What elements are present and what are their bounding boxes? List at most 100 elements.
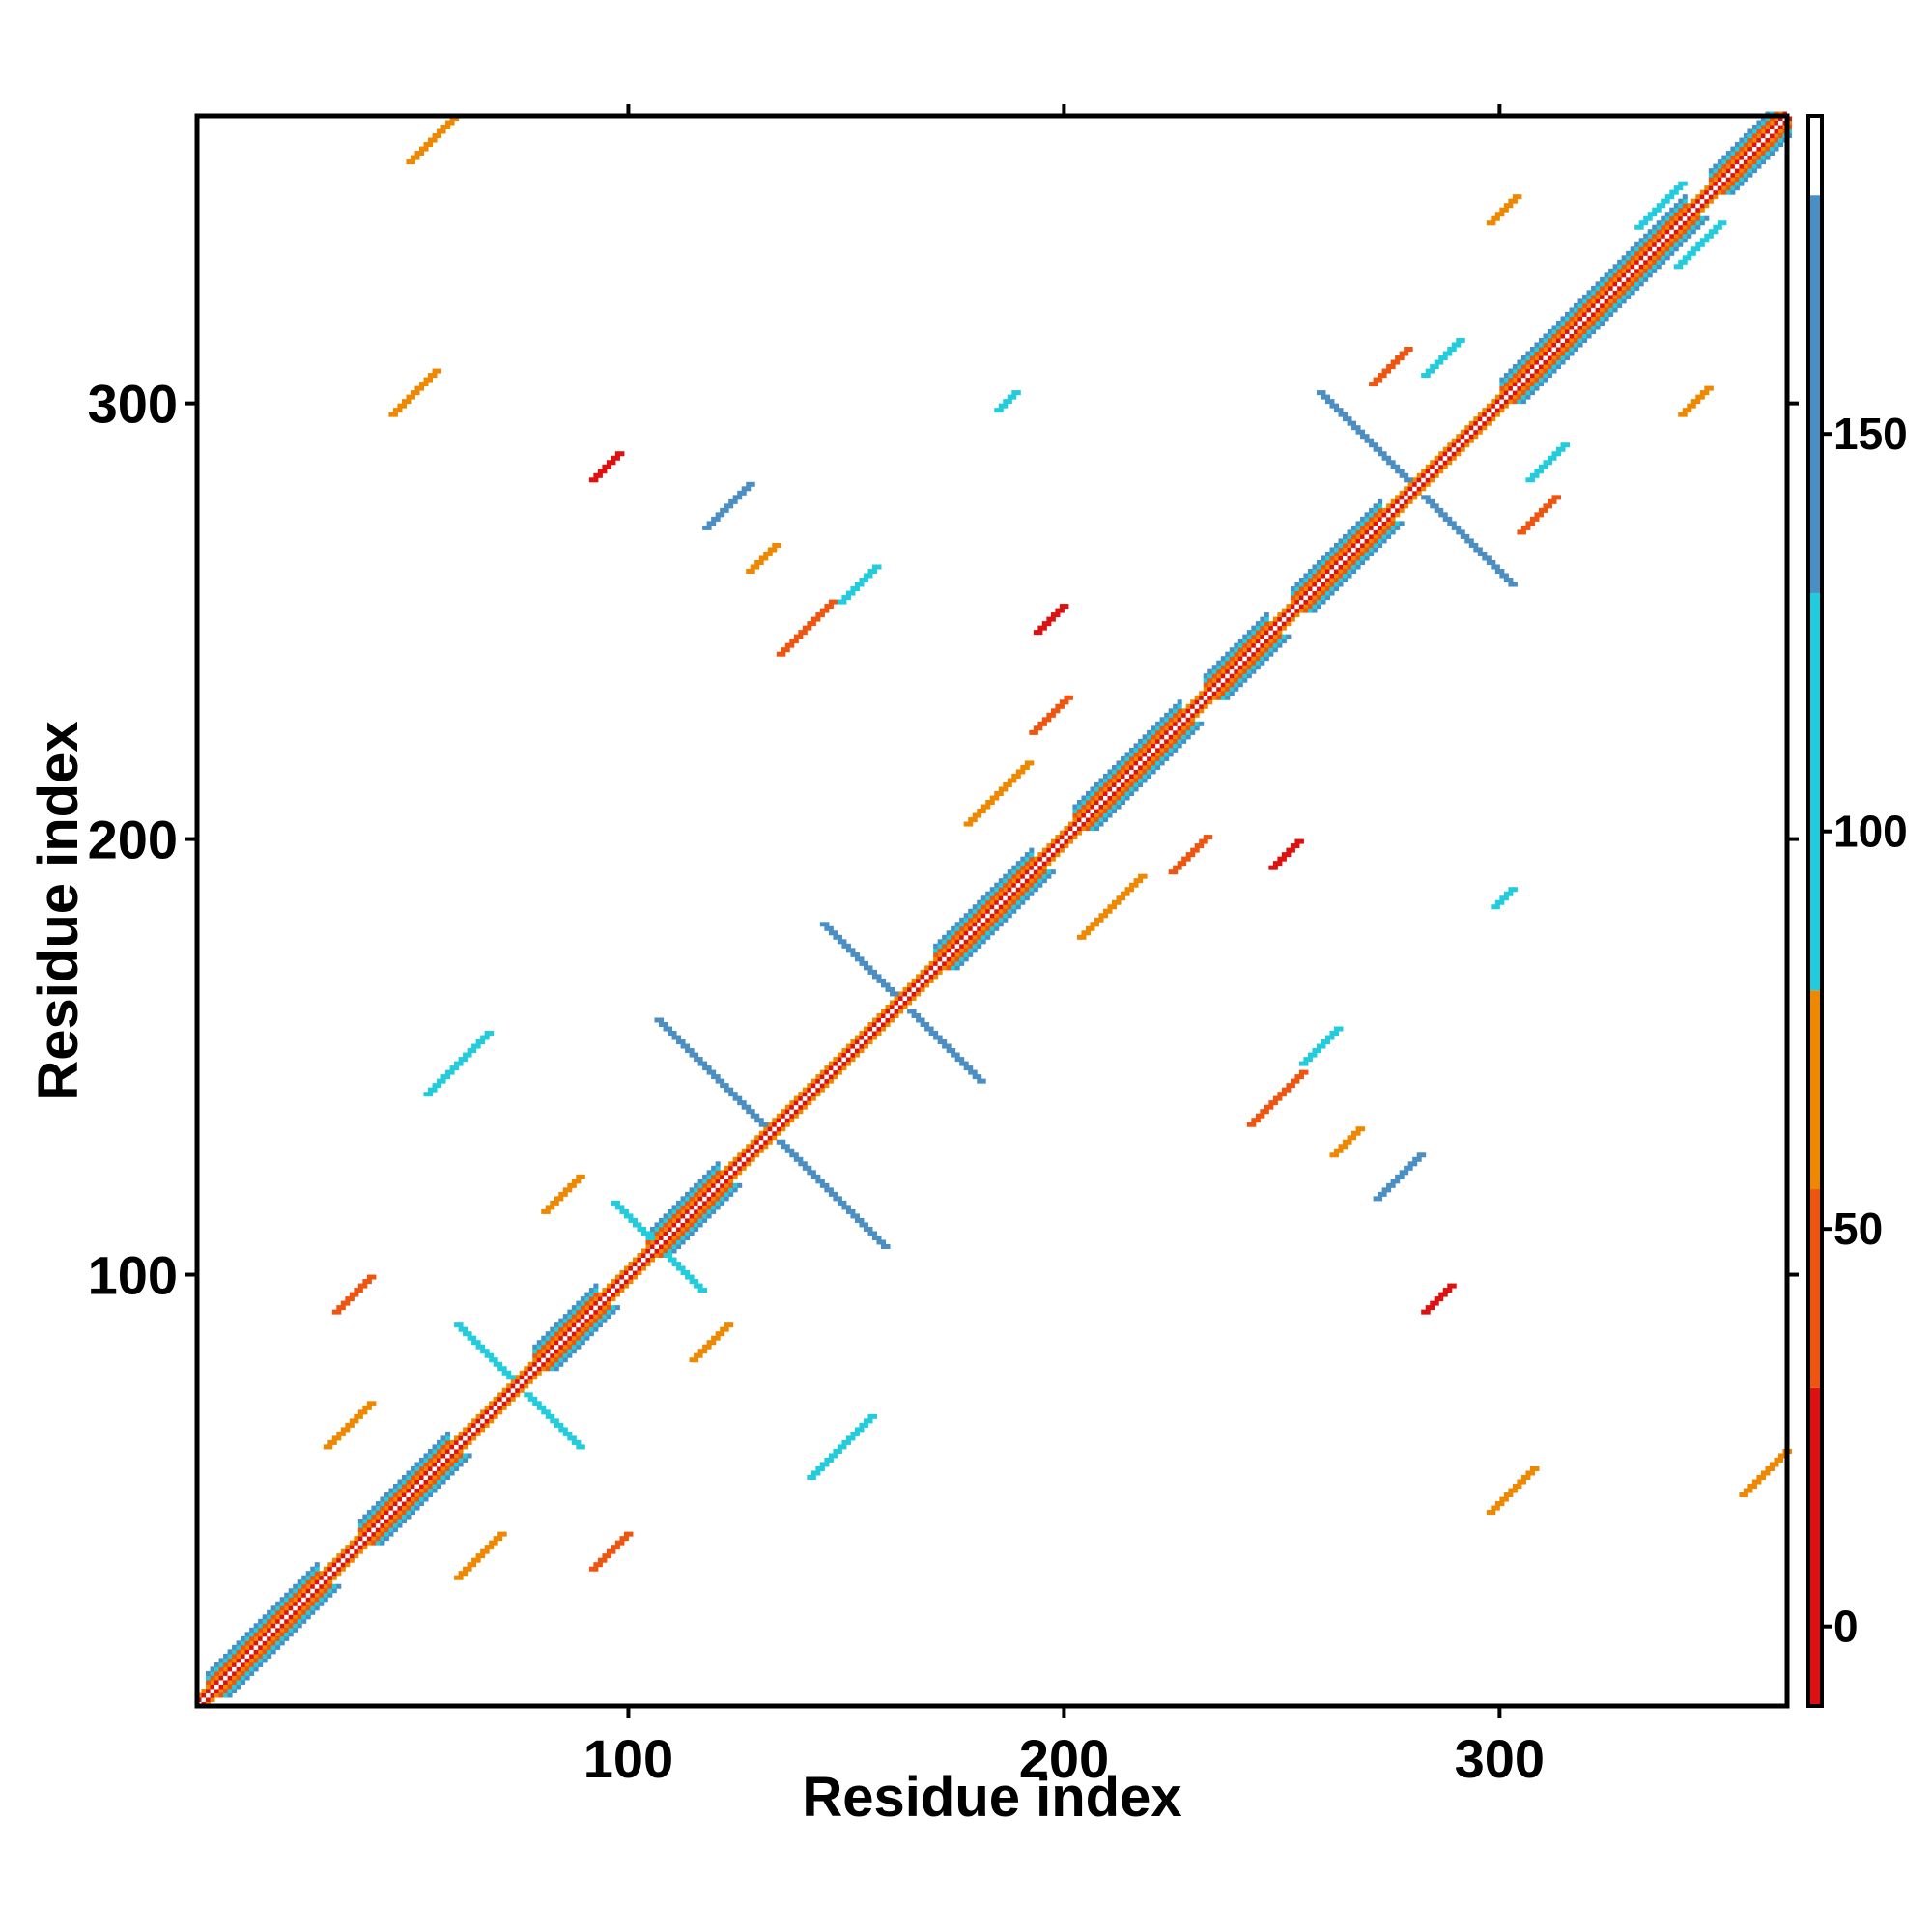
diagonal-cell — [1360, 533, 1366, 539]
contact-cell — [440, 1074, 446, 1080]
contact-cell — [1425, 373, 1431, 379]
diagonal-cell — [1381, 525, 1387, 530]
helix-cell — [1121, 795, 1126, 801]
contact-cell — [1494, 1505, 1500, 1511]
helix-cell — [571, 1349, 577, 1354]
diagonal-cell — [1777, 116, 1783, 122]
diagonal-cell — [1717, 185, 1722, 191]
helix-cell — [1116, 804, 1122, 810]
sheet-cell — [1503, 578, 1509, 583]
diagonal-cell — [480, 1418, 486, 1424]
helix-cell — [1574, 302, 1579, 308]
contact-cell — [711, 516, 717, 522]
diagonal-cell — [871, 1026, 877, 1032]
helix-cell — [977, 943, 982, 949]
diagonal-cell — [232, 1670, 238, 1676]
helix-cell — [1538, 342, 1544, 348]
diagonal-cell — [1312, 582, 1318, 587]
helix-cell — [1687, 229, 1692, 235]
diagonal-cell — [1098, 800, 1104, 806]
diagonal-cell — [1769, 133, 1775, 139]
diagonal-cell — [1447, 446, 1453, 452]
helix-cell — [1041, 869, 1047, 875]
diagonal-cell — [1582, 311, 1588, 317]
sheet-cell — [828, 1191, 834, 1197]
diagonal-cell — [244, 1662, 250, 1667]
contact-cell — [345, 1427, 351, 1433]
diagonal-cell — [1208, 686, 1213, 692]
sheet-cell — [527, 1396, 533, 1402]
diagonal-cell — [1617, 290, 1623, 296]
helix-cell — [1112, 773, 1118, 779]
helix-cell — [1151, 764, 1156, 770]
contact-cell — [1085, 930, 1091, 936]
helix-cell — [1116, 764, 1122, 770]
helix-cell — [1133, 786, 1139, 792]
contact-cell — [802, 625, 808, 631]
diagonal-cell — [676, 1217, 682, 1223]
helix-cell — [401, 1474, 407, 1481]
sheet-cell — [784, 1148, 790, 1153]
helix-cell — [388, 1492, 394, 1498]
sheet-cell — [663, 1253, 668, 1259]
sheet-cell — [793, 1156, 799, 1162]
contact-cell — [1534, 469, 1540, 474]
helix-cell — [1298, 582, 1304, 587]
diagonal-cell — [876, 1012, 882, 1018]
sheet-cell — [645, 1235, 651, 1240]
helix-cell — [267, 1614, 272, 1620]
diagonal-cell — [323, 1579, 328, 1585]
contact-cell — [449, 116, 455, 122]
sheet-cell — [885, 1243, 891, 1249]
sheet-cell — [706, 1069, 712, 1075]
diagonal-cell — [876, 1021, 882, 1028]
diagonal-cell — [933, 974, 939, 980]
helix-cell — [584, 1331, 590, 1337]
contact-cell — [1399, 355, 1405, 361]
diagonal-cell — [810, 1078, 816, 1084]
helix-cell — [1682, 198, 1688, 204]
helix-cell — [1595, 320, 1601, 326]
helix-cell — [1517, 399, 1522, 405]
diagonal-cell — [463, 1439, 469, 1445]
helix-cell — [362, 1522, 368, 1528]
helix-cell — [1574, 307, 1579, 313]
diagonal-cell — [375, 1531, 381, 1537]
helix-cell — [297, 1579, 302, 1585]
diagonal-cell — [1081, 817, 1087, 823]
helix-cell — [1730, 181, 1736, 186]
diagonal-cell — [354, 1548, 359, 1554]
contact-cell — [437, 133, 442, 139]
helix-cell — [998, 887, 1004, 893]
diagonal-cell — [959, 934, 965, 940]
diagonal-cell — [588, 1318, 594, 1323]
helix-cell — [1307, 568, 1313, 575]
diagonal-cell — [1007, 882, 1012, 888]
sheet-cell — [841, 943, 847, 949]
helix-cell — [593, 1326, 599, 1332]
diagonal-cell — [1147, 752, 1152, 757]
diagonal-cell — [968, 925, 974, 931]
contact-cell — [1547, 503, 1552, 509]
diagonal-cell — [1321, 586, 1326, 592]
contact-cell — [845, 590, 851, 596]
contact-cell — [828, 599, 834, 605]
diagonal-cell — [1555, 337, 1562, 343]
diagonal-cell — [1220, 668, 1226, 674]
diagonal-cell — [623, 1270, 629, 1276]
contact-cell — [1307, 1052, 1313, 1058]
diagonal-cell — [310, 1592, 316, 1598]
helix-cell — [418, 1457, 424, 1463]
diagonal-cell — [1460, 434, 1465, 440]
helix-cell — [1769, 116, 1775, 122]
diagonal-cell — [1050, 852, 1056, 858]
diagonal-cell — [1743, 163, 1748, 169]
contact-cell — [1290, 1078, 1295, 1084]
diagonal-cell — [1687, 220, 1692, 226]
contact-cell — [1434, 1296, 1439, 1302]
diagonal-cell — [758, 1139, 764, 1145]
diagonal-cell — [1277, 625, 1283, 631]
sheet-cell — [467, 1335, 472, 1341]
diagonal-cell — [680, 1213, 686, 1219]
diagonal-cell — [1787, 116, 1793, 122]
